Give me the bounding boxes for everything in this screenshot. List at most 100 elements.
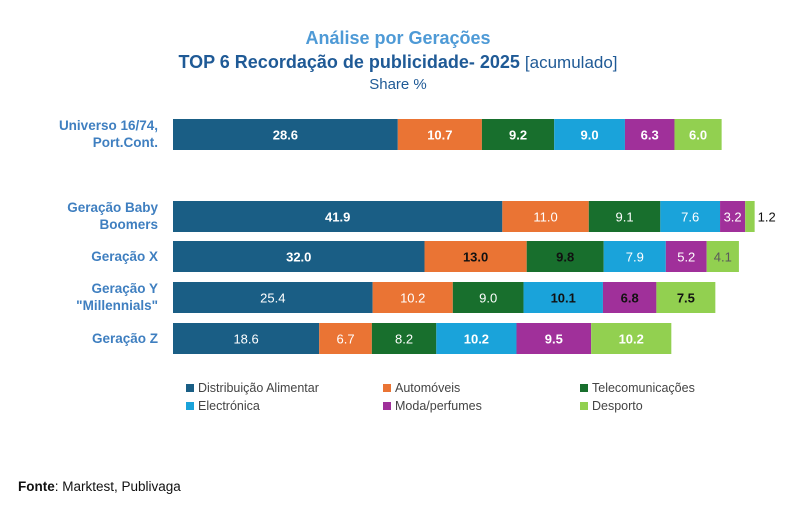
bar-segment	[173, 201, 503, 232]
data-label: 32.0	[286, 250, 311, 265]
legend-label: Electrónica	[198, 399, 260, 413]
legend-swatch	[186, 384, 194, 392]
bar-segment	[173, 282, 373, 313]
legend-item: Telecomunicações	[580, 381, 695, 395]
bar-segment	[436, 323, 517, 354]
bar-segment	[624, 119, 675, 150]
data-label: 9.5	[545, 332, 563, 347]
category-label-line: Geração Baby	[67, 200, 158, 215]
bar-segment	[706, 241, 739, 272]
data-label: 9.2	[509, 128, 527, 143]
legend-swatch	[186, 402, 194, 410]
bar-segment	[481, 119, 555, 150]
source-label: Fonte	[18, 479, 55, 494]
category-label: Geração Y "Millennials"	[76, 281, 158, 313]
data-label: 28.6	[273, 128, 298, 143]
chart-unit: Share %	[369, 76, 427, 93]
legend-swatch	[383, 402, 391, 410]
data-label: 6.8	[621, 291, 639, 306]
legend-label: Desporto	[592, 399, 643, 413]
category-row: Geração Baby Boomers 41.9 11.0 9.1 7.6 3.2 1.2	[67, 200, 776, 232]
bar-segment	[173, 119, 398, 150]
category-row: Universo 16/74, Port.Cont. 28.6 10.7 9.2 9.0 6…	[59, 118, 722, 150]
category-label: Geração Baby Boomers	[67, 200, 158, 232]
legend-item: Automóveis	[383, 381, 460, 395]
category-label-line: Geração Y	[91, 281, 158, 296]
data-label: 13.0	[463, 250, 488, 265]
data-label: 1.2	[758, 210, 776, 225]
data-label: 6.3	[641, 128, 659, 143]
chart-subtitle-suffix: [acumulado]	[524, 53, 618, 72]
bar-segment	[523, 282, 603, 313]
bar-segment	[173, 241, 425, 272]
data-label: 41.9	[325, 210, 350, 225]
bar-segment	[397, 119, 482, 150]
chart-title: Análise por Gerações	[305, 28, 491, 48]
legend-item: Distribuição Alimentar	[186, 381, 319, 395]
category-label: Geração Z	[92, 331, 158, 346]
bar-segment	[526, 241, 604, 272]
legend-item: Moda/perfumes	[383, 399, 482, 413]
category-label-line: Universo 16/74,	[59, 118, 158, 133]
data-label: 25.4	[260, 291, 285, 306]
bar-segment	[554, 119, 625, 150]
data-label: 6.0	[689, 128, 707, 143]
bar-segment	[372, 282, 453, 313]
legend-swatch	[580, 384, 588, 392]
data-label: 4.1	[714, 250, 732, 265]
category-label-line: Boomers	[99, 217, 158, 232]
legend-item: Desporto	[580, 399, 643, 413]
data-label: 10.7	[427, 128, 452, 143]
data-label: 5.2	[677, 250, 695, 265]
bar-segment	[603, 241, 666, 272]
data-label: 10.1	[551, 291, 576, 306]
data-label: 9.0	[479, 291, 497, 306]
legend-swatch	[580, 402, 588, 410]
chart-subtitle: TOP 6 Recordação de publicidade- 2025 [a…	[0, 50, 796, 75]
category-label-line: Port.Cont.	[93, 135, 158, 150]
data-label: 6.7	[336, 332, 354, 347]
legend-label: Distribuição Alimentar	[198, 381, 319, 395]
data-label: 3.2	[724, 210, 742, 225]
legend-label: Moda/perfumes	[395, 399, 482, 413]
source-note: Fonte: Marktest, Publivaga	[18, 479, 181, 494]
source-text: : Marktest, Publivaga	[54, 479, 181, 494]
bar-segment	[656, 282, 716, 313]
bar-segment	[674, 119, 722, 150]
bar-segment	[452, 282, 524, 313]
bar-segment	[602, 282, 657, 313]
bar-segment	[424, 241, 527, 272]
data-label: 7.5	[677, 291, 695, 306]
category-label: Universo 16/74, Port.Cont.	[59, 118, 158, 150]
category-row: Geração Y "Millennials" 25.4 10.2 9.0 10.1 6.8…	[76, 281, 716, 313]
legend-swatch	[383, 384, 391, 392]
stacked-bar-chart: Universo 16/74, Port.Cont. 28.6 10.7 9.2 9.0 6…	[59, 118, 776, 354]
category-row: Geração Z 18.6 6.7 8.2 10.2 9.5 10.2	[92, 323, 672, 354]
bar-segment	[591, 323, 672, 354]
bar-segment	[371, 323, 437, 354]
bar-segment	[588, 201, 661, 232]
data-label: 10.2	[619, 332, 644, 347]
chart-titles: Análise por Gerações TOP 6 Recordação de…	[0, 26, 796, 95]
legend-item: Electrónica	[186, 399, 260, 413]
data-label: 9.8	[556, 250, 574, 265]
data-label: 9.1	[616, 210, 634, 225]
data-label: 9.0	[581, 128, 599, 143]
category-label: Geração X	[91, 249, 158, 264]
data-label: 10.2	[464, 332, 489, 347]
data-label: 18.6	[233, 332, 258, 347]
bar-segment	[502, 201, 589, 232]
bar-segment	[319, 323, 372, 354]
data-label: 11.0	[533, 210, 557, 225]
data-label: 8.2	[395, 332, 413, 347]
legend-label: Automóveis	[395, 381, 461, 395]
data-label: 7.6	[681, 210, 699, 225]
chart-subtitle-main: TOP 6 Recordação de publicidade- 2025	[178, 52, 520, 72]
category-row: Geração X 32.0 13.0 9.8 7.9 5.2 4.1	[91, 241, 739, 272]
bar-segment	[516, 323, 592, 354]
bar-segment	[720, 201, 746, 232]
category-label-line: "Millennials"	[76, 298, 158, 313]
bar-segment	[660, 201, 721, 232]
data-label: 10.2	[400, 291, 425, 306]
bar-segment	[745, 201, 755, 232]
